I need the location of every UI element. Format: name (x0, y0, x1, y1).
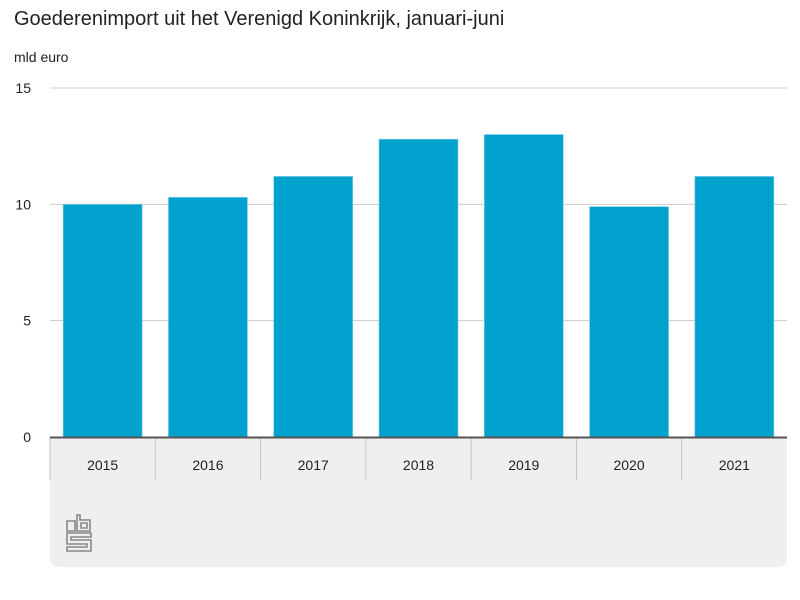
cbs-logo-icon (66, 514, 92, 552)
x-tick-label: 2016 (192, 457, 223, 473)
x-tick-label: 2018 (403, 457, 434, 473)
bar-2020 (589, 206, 669, 438)
bar-2018 (378, 138, 459, 438)
x-tick-label: 2021 (719, 457, 750, 473)
y-tick-label: 0 (23, 429, 31, 445)
x-tick-label: 2020 (613, 457, 644, 473)
y-axis-unit-label: mld euro (14, 49, 69, 65)
x-tick-label: 2015 (87, 457, 118, 473)
bar-2019 (483, 134, 564, 438)
y-tick-label: 5 (23, 313, 31, 329)
x-axis-panel (50, 438, 787, 567)
bar-2015 (62, 204, 143, 438)
x-tick-label: 2019 (508, 457, 539, 473)
chart-title: Goederenimport uit het Verenigd Koninkri… (14, 8, 505, 30)
y-tick-label: 15 (15, 80, 31, 96)
bar-2017 (273, 176, 354, 438)
y-tick-label: 10 (15, 196, 31, 212)
bar-2021 (694, 176, 775, 438)
bar-2016 (168, 197, 248, 438)
x-tick-label: 2017 (298, 457, 329, 473)
